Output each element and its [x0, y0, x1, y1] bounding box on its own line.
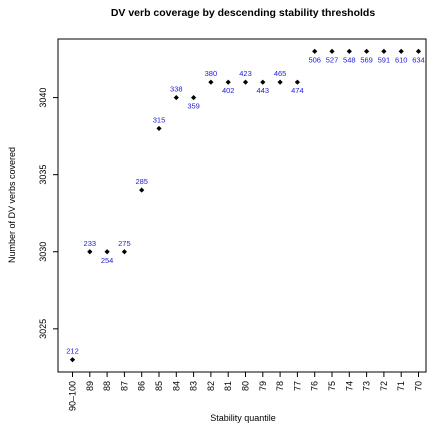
y-axis-label: Number of DV verbs covered: [7, 147, 17, 263]
data-label: 634: [412, 55, 425, 64]
data-point: [381, 48, 387, 54]
data-point: [156, 125, 162, 132]
data-point: [121, 249, 127, 255]
data-labels: 212 233 254 275 285 315 338 359 380 402 423 443 465 4…: [66, 55, 425, 355]
data-label: 465: [274, 69, 287, 78]
data-label: 548: [343, 55, 356, 64]
data-point: [346, 48, 352, 54]
data-label: 506: [308, 55, 321, 64]
data-point: [225, 79, 231, 85]
data-label: 275: [118, 239, 131, 248]
data-label: 338: [170, 85, 183, 94]
data-label: 610: [395, 55, 408, 64]
x-axis: 90–100 89 88 87 86 85 84 83 82 81 80 79 78 77 76 75 74 73…: [68, 372, 424, 411]
y-tick-label: 3040: [38, 88, 48, 108]
data-point: [398, 48, 404, 54]
data-label: 423: [239, 69, 252, 78]
data-label: 402: [222, 86, 235, 95]
x-tick-label: 87: [119, 381, 129, 391]
data-label: 254: [101, 256, 114, 265]
data-point: [415, 48, 422, 54]
y-tick-label: 3025: [38, 319, 48, 339]
data-label: 359: [187, 102, 200, 111]
data-point: [242, 79, 249, 85]
x-tick-label: 88: [102, 381, 112, 391]
data-label: 233: [84, 239, 97, 248]
data-point: [69, 357, 76, 363]
data-point: [277, 79, 283, 85]
x-tick-label: 82: [206, 381, 216, 391]
x-tick-label: 90–100: [68, 381, 78, 411]
x-tick-label: 72: [379, 381, 389, 391]
data-label: 527: [326, 55, 339, 64]
x-tick-label: 79: [258, 381, 268, 391]
x-tick-label: 75: [327, 381, 337, 391]
data-label: 569: [360, 55, 373, 64]
data-point: [329, 48, 335, 54]
x-tick-label: 85: [154, 381, 164, 391]
data-label: 474: [291, 86, 304, 95]
data-point: [364, 48, 370, 54]
x-tick-label: 71: [396, 381, 406, 391]
x-tick-label: 76: [310, 381, 320, 391]
data-point: [260, 79, 266, 85]
plot-area: [57, 38, 427, 373]
x-tick-label: 83: [189, 381, 199, 391]
y-tick-label: 3035: [38, 165, 48, 185]
data-point: [208, 79, 214, 85]
x-tick-label: 78: [275, 381, 285, 391]
data-point: [191, 94, 197, 101]
data-point: [139, 187, 145, 193]
data-point: [173, 94, 179, 101]
data-points: [69, 48, 422, 363]
x-tick-label: 74: [344, 381, 354, 391]
data-label: 591: [378, 55, 391, 64]
data-label: 285: [135, 177, 148, 186]
x-tick-label: 70: [414, 381, 424, 391]
y-tick-label: 3030: [38, 242, 48, 262]
x-tick-label: 73: [362, 381, 372, 391]
data-point: [104, 249, 110, 255]
data-point: [312, 48, 318, 54]
x-tick-label: 77: [292, 381, 302, 391]
data-label: 380: [205, 69, 218, 78]
x-tick-label: 81: [223, 381, 233, 391]
x-tick-label: 84: [171, 381, 181, 391]
data-point: [294, 79, 300, 85]
data-point: [87, 249, 93, 255]
x-tick-label: 86: [137, 381, 147, 391]
data-label: 212: [66, 347, 79, 356]
x-tick-label: 89: [85, 381, 95, 391]
chart-title: DV verb coverage by descending stability…: [111, 7, 375, 19]
data-label: 315: [153, 115, 166, 124]
x-axis-label: Stability quantile: [210, 413, 276, 423]
x-tick-label: 80: [241, 381, 251, 391]
data-label: 443: [257, 86, 270, 95]
y-axis: 3025 3030 3035 3040: [38, 88, 58, 339]
